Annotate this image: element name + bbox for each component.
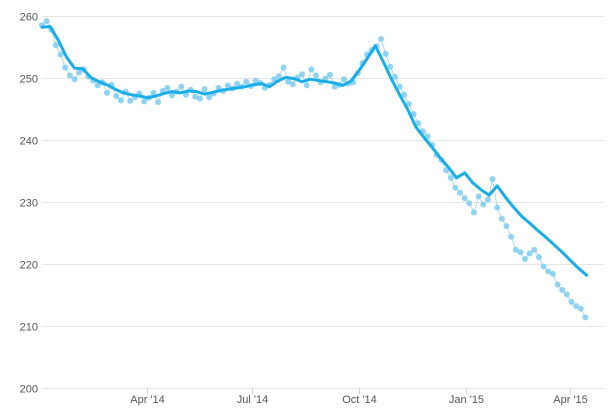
data-point — [164, 84, 171, 91]
data-point — [66, 72, 73, 79]
data-point — [508, 233, 515, 240]
x-tick-label: Jul '14 — [237, 394, 268, 406]
data-point — [299, 71, 306, 78]
data-point — [113, 92, 120, 99]
data-point — [503, 223, 510, 230]
data-point — [71, 76, 78, 83]
y-tick-label: 230 — [20, 198, 38, 210]
data-point — [313, 72, 320, 79]
data-point — [498, 215, 505, 222]
data-point — [150, 89, 157, 96]
data-point — [577, 305, 584, 312]
x-axis-ticks: Apr '14 Jul '14 Oct '14 Jan '15 Apr '15 — [130, 388, 588, 406]
y-tick-label: 220 — [20, 260, 38, 272]
data-point — [206, 94, 213, 101]
trend-line — [40, 25, 589, 277]
data-point — [340, 76, 347, 83]
data-point — [391, 73, 398, 80]
data-point — [382, 50, 389, 57]
data-point — [466, 200, 473, 207]
x-tick-label: Apr '15 — [553, 394, 588, 406]
data-point — [117, 97, 124, 104]
data-point — [252, 77, 259, 84]
grid-lines — [42, 16, 604, 389]
trend-line-path — [40, 25, 589, 277]
data-point — [540, 263, 547, 270]
data-point — [531, 246, 538, 253]
data-point — [573, 303, 580, 310]
data-point — [43, 17, 50, 24]
y-axis-ticks: 200 210 220 230 240 250 260 — [20, 12, 38, 396]
data-point — [378, 35, 385, 42]
data-point — [559, 287, 566, 294]
data-point — [484, 196, 491, 203]
data-point — [461, 195, 468, 202]
point-connector — [492, 178, 498, 208]
data-point — [303, 82, 310, 89]
data-point — [127, 97, 134, 104]
x-tick-label: Apr '14 — [130, 394, 165, 406]
data-point — [475, 193, 482, 200]
data-point — [155, 99, 162, 106]
data-point — [512, 246, 519, 253]
data-point — [275, 73, 282, 80]
data-point — [285, 78, 292, 85]
data-point — [443, 167, 450, 174]
data-point — [57, 51, 64, 58]
data-point — [201, 86, 208, 93]
data-point — [489, 176, 496, 183]
data-point — [535, 254, 542, 261]
data-point — [387, 63, 394, 70]
data-point — [52, 42, 59, 49]
data-point — [563, 291, 570, 298]
data-point — [405, 101, 412, 108]
data-point — [169, 92, 176, 99]
data-point — [104, 89, 111, 96]
data-point — [480, 201, 487, 208]
data-point — [234, 80, 241, 87]
data-point — [494, 204, 501, 211]
data-point — [447, 174, 454, 181]
x-tick-label: Jan '15 — [449, 394, 484, 406]
data-point — [331, 83, 338, 90]
data-point — [141, 98, 148, 105]
data-point — [289, 81, 296, 88]
data-point — [76, 69, 83, 76]
y-tick-label: 200 — [20, 384, 38, 396]
x-tick-label: Oct '14 — [342, 394, 377, 406]
data-point — [549, 270, 556, 277]
data-point — [192, 93, 199, 100]
data-point — [415, 120, 422, 127]
data-point — [243, 78, 250, 85]
y-tick-label: 240 — [20, 136, 38, 148]
data-point — [582, 314, 589, 321]
data-point — [326, 71, 333, 78]
y-tick-label: 210 — [20, 322, 38, 334]
data-point — [308, 66, 315, 73]
data-point — [196, 95, 203, 102]
data-point — [452, 184, 459, 191]
y-tick-label: 260 — [20, 12, 38, 24]
data-point — [401, 91, 408, 98]
data-point — [545, 268, 552, 275]
data-point — [280, 64, 287, 71]
data-point — [62, 64, 69, 71]
y-tick-label: 250 — [20, 74, 38, 86]
data-points — [39, 17, 589, 321]
data-point — [396, 83, 403, 90]
data-point — [526, 250, 533, 257]
data-point — [224, 82, 231, 89]
data-point — [554, 281, 561, 288]
data-point — [457, 189, 464, 196]
data-point — [568, 298, 575, 305]
data-point — [178, 83, 185, 90]
data-point — [94, 82, 101, 89]
data-point — [522, 256, 529, 263]
data-point — [470, 209, 477, 216]
data-point — [517, 249, 524, 256]
